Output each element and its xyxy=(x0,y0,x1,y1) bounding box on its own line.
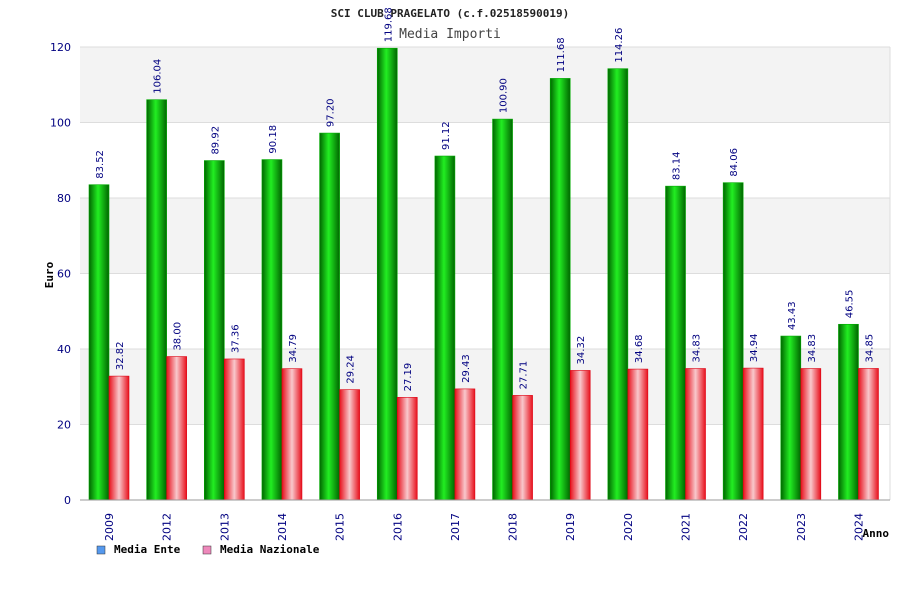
y-tick-label: 0 xyxy=(64,494,71,507)
bar-media-ente-2016 xyxy=(376,47,398,501)
data-label: 38.00 xyxy=(173,322,184,351)
legend-label-media-ente: Media Ente xyxy=(114,543,181,556)
bar-media-nazionale-2017 xyxy=(454,388,476,501)
bar-media-ente-2012 xyxy=(146,99,167,501)
bar-media-ente-2013 xyxy=(204,160,225,501)
data-label: 37.36 xyxy=(230,324,241,353)
data-label: 46.55 xyxy=(844,290,855,319)
bar-media-ente-2018 xyxy=(492,118,513,501)
bars xyxy=(88,47,879,501)
bar-media-nazionale-2016 xyxy=(396,397,418,501)
data-label: 34.83 xyxy=(807,334,818,363)
data-label: 34.68 xyxy=(634,334,645,363)
x-tick-label: 2017 xyxy=(449,513,462,541)
x-tick-label: 2012 xyxy=(161,513,174,541)
bar-media-ente-2009 xyxy=(88,184,110,501)
x-tick-label: 2022 xyxy=(737,513,750,541)
data-label: 32.82 xyxy=(115,341,126,370)
data-label: 106.04 xyxy=(153,59,164,94)
x-tick-label: 2023 xyxy=(795,513,808,541)
y-tick-label: 80 xyxy=(57,192,71,205)
bar-media-ente-2024 xyxy=(838,323,859,501)
plot-band xyxy=(80,47,890,123)
data-label: 119.68 xyxy=(383,7,394,42)
bar-media-nazionale-2009 xyxy=(108,375,130,501)
bar-media-nazionale-2018 xyxy=(512,395,533,501)
y-tick-label: 40 xyxy=(57,343,71,356)
x-tick-label: 2013 xyxy=(218,513,231,541)
plot-band xyxy=(80,273,890,349)
x-tick-label: 2009 xyxy=(103,513,116,541)
chart-subtitle: Media Importi xyxy=(399,27,501,42)
data-label: 91.12 xyxy=(441,121,452,150)
data-label: 29.24 xyxy=(346,355,357,384)
bar-media-nazionale-2024 xyxy=(858,368,879,501)
data-label: 114.26 xyxy=(614,28,625,63)
data-labels: 83.52 32.82 106.04 38.00 89.92 37.36 90.18 34.7… xyxy=(95,7,875,391)
data-label: 34.85 xyxy=(864,334,875,363)
data-label: 29.43 xyxy=(461,354,472,383)
bar-media-nazionale-2021 xyxy=(685,368,706,501)
bar-media-nazionale-2015 xyxy=(339,389,360,501)
x-axis-label: Anno xyxy=(863,527,890,540)
plot-band xyxy=(80,424,890,500)
data-label: 97.20 xyxy=(326,98,337,127)
x-tick-label: 2015 xyxy=(334,513,347,541)
bar-media-ente-2014 xyxy=(261,159,283,501)
plot-band xyxy=(80,349,890,425)
x-tick-label: 2021 xyxy=(680,513,693,541)
bar-media-ente-2019 xyxy=(549,78,571,501)
bar-media-nazionale-2019 xyxy=(569,370,591,501)
plot-band xyxy=(80,122,890,198)
bar-media-ente-2017 xyxy=(434,155,456,501)
bar-media-ente-2015 xyxy=(319,132,340,501)
chart-title: SCI CLUB PRAGELATO (c.f.02518590019) xyxy=(331,7,569,20)
data-label: 84.06 xyxy=(729,148,740,177)
y-tick-label: 20 xyxy=(57,419,71,432)
plot-band xyxy=(80,198,890,274)
legend-label-media-nazionale: Media Nazionale xyxy=(220,543,320,556)
data-label: 34.79 xyxy=(288,334,299,363)
bar-media-nazionale-2022 xyxy=(742,367,764,501)
legend-swatch-media-nazionale xyxy=(202,545,212,555)
data-label: 27.71 xyxy=(519,361,530,390)
y-axis-ticks: 0 20 40 60 80 100 120 xyxy=(50,41,71,507)
bar-media-ente-2022 xyxy=(722,182,744,501)
x-tick-label: 2018 xyxy=(507,513,520,541)
y-tick-label: 120 xyxy=(50,41,71,54)
data-label: 83.14 xyxy=(672,152,683,181)
x-tick-label: 2019 xyxy=(564,513,577,541)
bar-media-nazionale-2020 xyxy=(627,368,649,501)
data-label: 34.94 xyxy=(749,333,760,362)
y-tick-label: 100 xyxy=(50,117,71,130)
x-tick-label: 2020 xyxy=(622,513,635,541)
bar-media-nazionale-2013 xyxy=(224,358,245,501)
bar-media-ente-2020 xyxy=(607,68,629,501)
data-label: 111.68 xyxy=(556,37,567,72)
x-tick-label: 2024 xyxy=(852,513,865,541)
x-tick-label: 2016 xyxy=(391,513,404,541)
bar-media-nazionale-2012 xyxy=(166,356,187,501)
bar-media-ente-2023 xyxy=(780,335,802,501)
y-tick-label: 60 xyxy=(57,268,71,281)
data-label: 43.43 xyxy=(787,301,798,330)
bar-media-ente-2021 xyxy=(665,185,686,501)
bar-media-nazionale-2023 xyxy=(800,368,822,501)
data-label: 100.90 xyxy=(499,78,510,113)
legend-swatch-media-ente xyxy=(96,545,106,555)
data-label: 83.52 xyxy=(95,150,106,179)
data-label: 90.18 xyxy=(268,125,279,154)
data-label: 34.83 xyxy=(692,334,703,363)
x-axis-ticks: 2009 2012 2013 2014 2015 2016 2017 2018 2019 2020… xyxy=(103,513,865,541)
data-label: 27.19 xyxy=(403,363,414,392)
legend: Media Ente Media Nazionale xyxy=(96,543,320,556)
bar-media-nazionale-2014 xyxy=(281,368,303,501)
y-axis-label: Euro xyxy=(43,261,56,288)
data-label: 89.92 xyxy=(210,126,221,155)
data-label: 34.32 xyxy=(576,336,587,365)
x-tick-label: 2014 xyxy=(276,513,289,541)
